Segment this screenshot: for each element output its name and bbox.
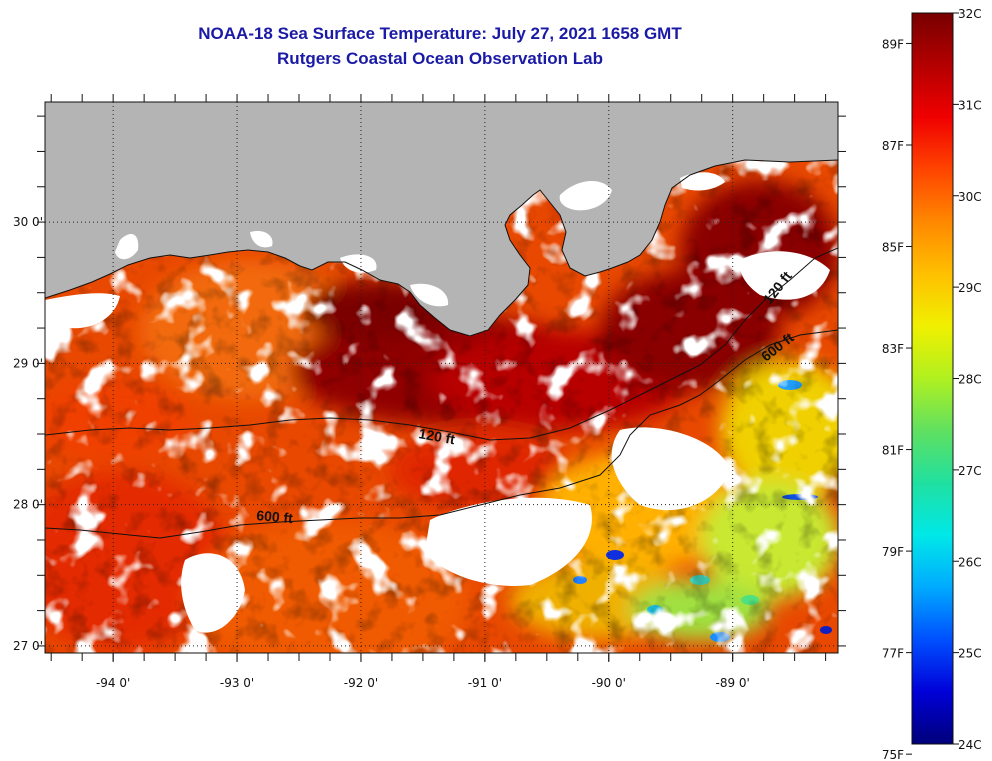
lon-tick-label: -90 0' (592, 676, 626, 690)
isobath-600ft (45, 329, 838, 539)
colorbar-fahrenheit-label: 89F (882, 37, 904, 51)
colorbar-gradient (911, 12, 954, 745)
land-mass (45, 102, 838, 336)
map-subtitle: Rutgers Coastal Ocean Observation Lab (277, 49, 603, 68)
axes: -94 0' -93 0' -92 0' -91 0' -90 0' -89 0' 30 0… (13, 94, 846, 690)
coastline (45, 159, 838, 337)
lon-tick-label: -91 0' (468, 676, 502, 690)
lon-tick-label: -94 0' (96, 676, 130, 690)
graticule (45, 102, 838, 653)
lat-tick-label: 30 0' (13, 215, 43, 229)
lon-tick-label: -92 0' (344, 676, 378, 690)
coastal-clouds (115, 172, 725, 307)
lon-tick-label: -89 0' (716, 676, 750, 690)
temperature-colorbar: 32C 31C 30C 29C 28C 27C 26C 25C 24C 89F 87F 85F 83F 8… (882, 7, 982, 761)
colorbar-celsius-label: 29C (958, 281, 982, 295)
colorbar-fahrenheit-label: 81F (882, 444, 904, 458)
map-frame (44, 101, 839, 654)
contour-label-600ft-west: 600 ft (256, 507, 294, 526)
colorbar-fahrenheit-label: 83F (882, 342, 904, 356)
map-title: NOAA-18 Sea Surface Temperature: July 27… (198, 24, 682, 43)
colorbar-fahrenheit-label: 87F (882, 139, 904, 153)
colorbar-celsius-label: 28C (958, 373, 982, 387)
contour-label-120ft-west: 120 ft (417, 425, 456, 447)
lat-tick-label: 28 0' (13, 498, 43, 512)
colorbar-fahrenheit-label: 85F (882, 241, 904, 255)
sst-field (45, 102, 838, 653)
colorbar-fahrenheit-label: 79F (882, 545, 904, 559)
isobath-120ft (45, 247, 838, 441)
colorbar-celsius-label: 25C (958, 647, 982, 661)
colorbar-celsius-label: 31C (958, 98, 982, 112)
lon-tick-label: -93 0' (220, 676, 254, 690)
lat-tick-label: 29 0' (13, 356, 43, 370)
colorbar-fahrenheit-label: 75F (882, 748, 904, 761)
colorbar-celsius-label: 26C (958, 555, 982, 569)
cloud-patches (45, 251, 830, 633)
colorbar-celsius-label: 32C (958, 7, 982, 21)
colorbar-celsius-label: 24C (958, 738, 982, 752)
lat-tick-label: 27 0' (13, 639, 43, 653)
colorbar-celsius-label: 30C (958, 190, 982, 204)
colorbar-celsius-label: 27C (958, 464, 982, 478)
colorbar-fahrenheit-label: 77F (882, 647, 904, 661)
